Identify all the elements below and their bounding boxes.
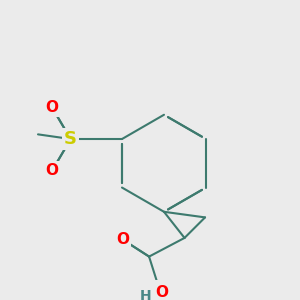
Text: O: O [116,232,129,247]
Text: O: O [46,163,59,178]
Text: O: O [46,100,59,115]
Text: H: H [140,289,151,300]
Text: O: O [156,284,169,299]
Text: S: S [64,130,77,148]
